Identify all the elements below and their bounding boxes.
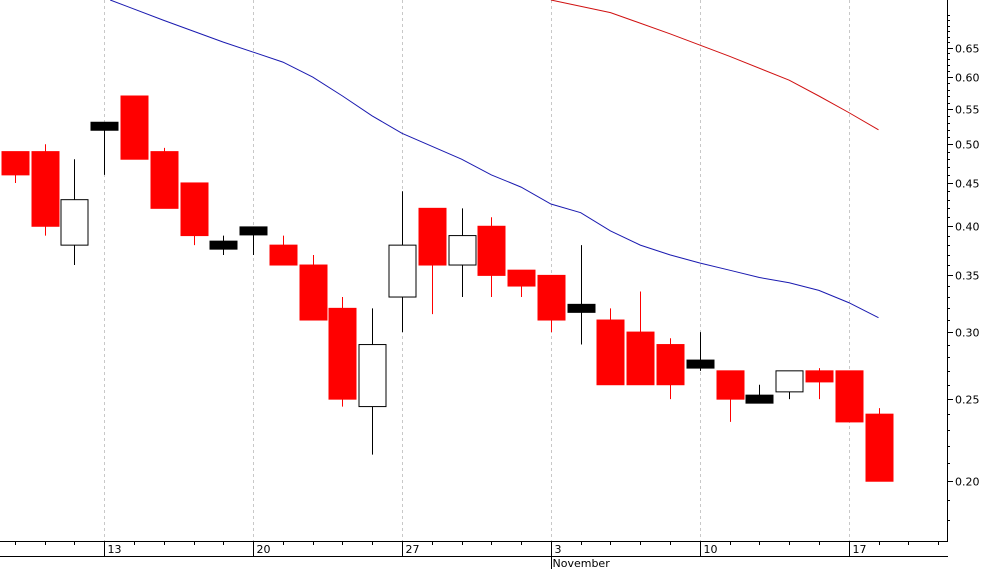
x-axis-ticks: 13 20 27 3 10 17 November xyxy=(15,541,939,569)
candle-body xyxy=(180,182,209,237)
candle xyxy=(775,370,804,400)
candle-body xyxy=(626,331,655,386)
candle-body xyxy=(90,121,119,131)
candle xyxy=(239,226,268,255)
y-tick-label: 0.60 xyxy=(955,72,980,85)
candle xyxy=(835,370,864,423)
candle-body xyxy=(1,151,30,176)
moving-average-lines xyxy=(110,0,879,319)
x-tick-label: 17 xyxy=(853,543,867,556)
candle xyxy=(626,291,655,386)
candle xyxy=(358,308,387,455)
candle xyxy=(865,408,894,482)
candle xyxy=(448,208,477,298)
candle-body xyxy=(835,370,864,423)
y-tick-label: 0.20 xyxy=(955,476,980,489)
x-tick-label: 27 xyxy=(406,543,420,556)
moving-average-long xyxy=(550,0,879,131)
candle xyxy=(805,368,834,400)
candle-body xyxy=(60,199,89,246)
moving-average-short xyxy=(110,0,879,319)
candle-body xyxy=(209,240,238,250)
y-tick-label: 0.30 xyxy=(955,327,980,340)
candle-body xyxy=(477,225,506,276)
candle-body xyxy=(150,151,179,209)
y-tick-label: 0.65 xyxy=(955,43,980,56)
candle xyxy=(90,121,119,175)
y-tick-label: 0.45 xyxy=(955,178,980,191)
candle-body xyxy=(745,394,774,404)
candle-body xyxy=(716,370,745,400)
candle xyxy=(537,274,566,333)
candle-body xyxy=(775,370,804,393)
y-tick-label: 0.55 xyxy=(955,104,980,117)
x-tick-label: 3 xyxy=(555,543,562,556)
candle xyxy=(209,235,238,255)
candle-body xyxy=(656,344,685,386)
candle-body xyxy=(686,359,715,369)
candle-body xyxy=(507,269,536,287)
x-tick-label: 13 xyxy=(108,543,122,556)
candle-body xyxy=(269,244,298,266)
y-tick-label: 0.35 xyxy=(955,270,980,283)
candle-body xyxy=(31,151,60,227)
candle-body xyxy=(865,413,894,482)
candle xyxy=(120,95,149,160)
candle xyxy=(686,332,715,371)
candle-body xyxy=(358,344,387,408)
candle xyxy=(328,297,357,407)
y-axis-ticks: 0.20 0.25 0.30 0.35 0.40 0.45 0.50 0.55 0.60 0.65 xyxy=(947,15,980,521)
candle-body xyxy=(448,235,477,266)
x-tick-label: 10 xyxy=(704,543,718,556)
candle xyxy=(507,269,536,298)
y-tick-label: 0.25 xyxy=(955,394,980,407)
candle-body xyxy=(596,319,625,386)
candle xyxy=(745,384,774,404)
candle xyxy=(656,338,685,400)
month-label: November xyxy=(553,557,611,569)
candle xyxy=(1,151,30,183)
candle-body xyxy=(239,226,268,236)
candle xyxy=(269,235,298,266)
candle xyxy=(567,245,596,345)
candle-body xyxy=(567,303,596,313)
candle-body xyxy=(299,264,328,321)
candle-body xyxy=(328,307,357,400)
candle xyxy=(180,182,209,246)
candle xyxy=(596,308,625,386)
x-tick-label: 20 xyxy=(257,543,271,556)
candle-body xyxy=(418,207,447,266)
candle-body xyxy=(537,274,566,321)
candle xyxy=(299,254,328,321)
candle-body xyxy=(120,95,149,160)
candle xyxy=(716,370,745,422)
candles xyxy=(1,95,894,482)
candle xyxy=(418,207,447,315)
candle xyxy=(477,217,506,298)
y-tick-label: 0.40 xyxy=(955,221,980,234)
candle xyxy=(150,147,179,209)
candle xyxy=(388,191,417,333)
candle-body xyxy=(388,244,417,298)
candle xyxy=(60,159,89,266)
y-tick-label: 0.50 xyxy=(955,139,980,152)
candle-body xyxy=(805,370,834,383)
candle xyxy=(31,144,60,236)
